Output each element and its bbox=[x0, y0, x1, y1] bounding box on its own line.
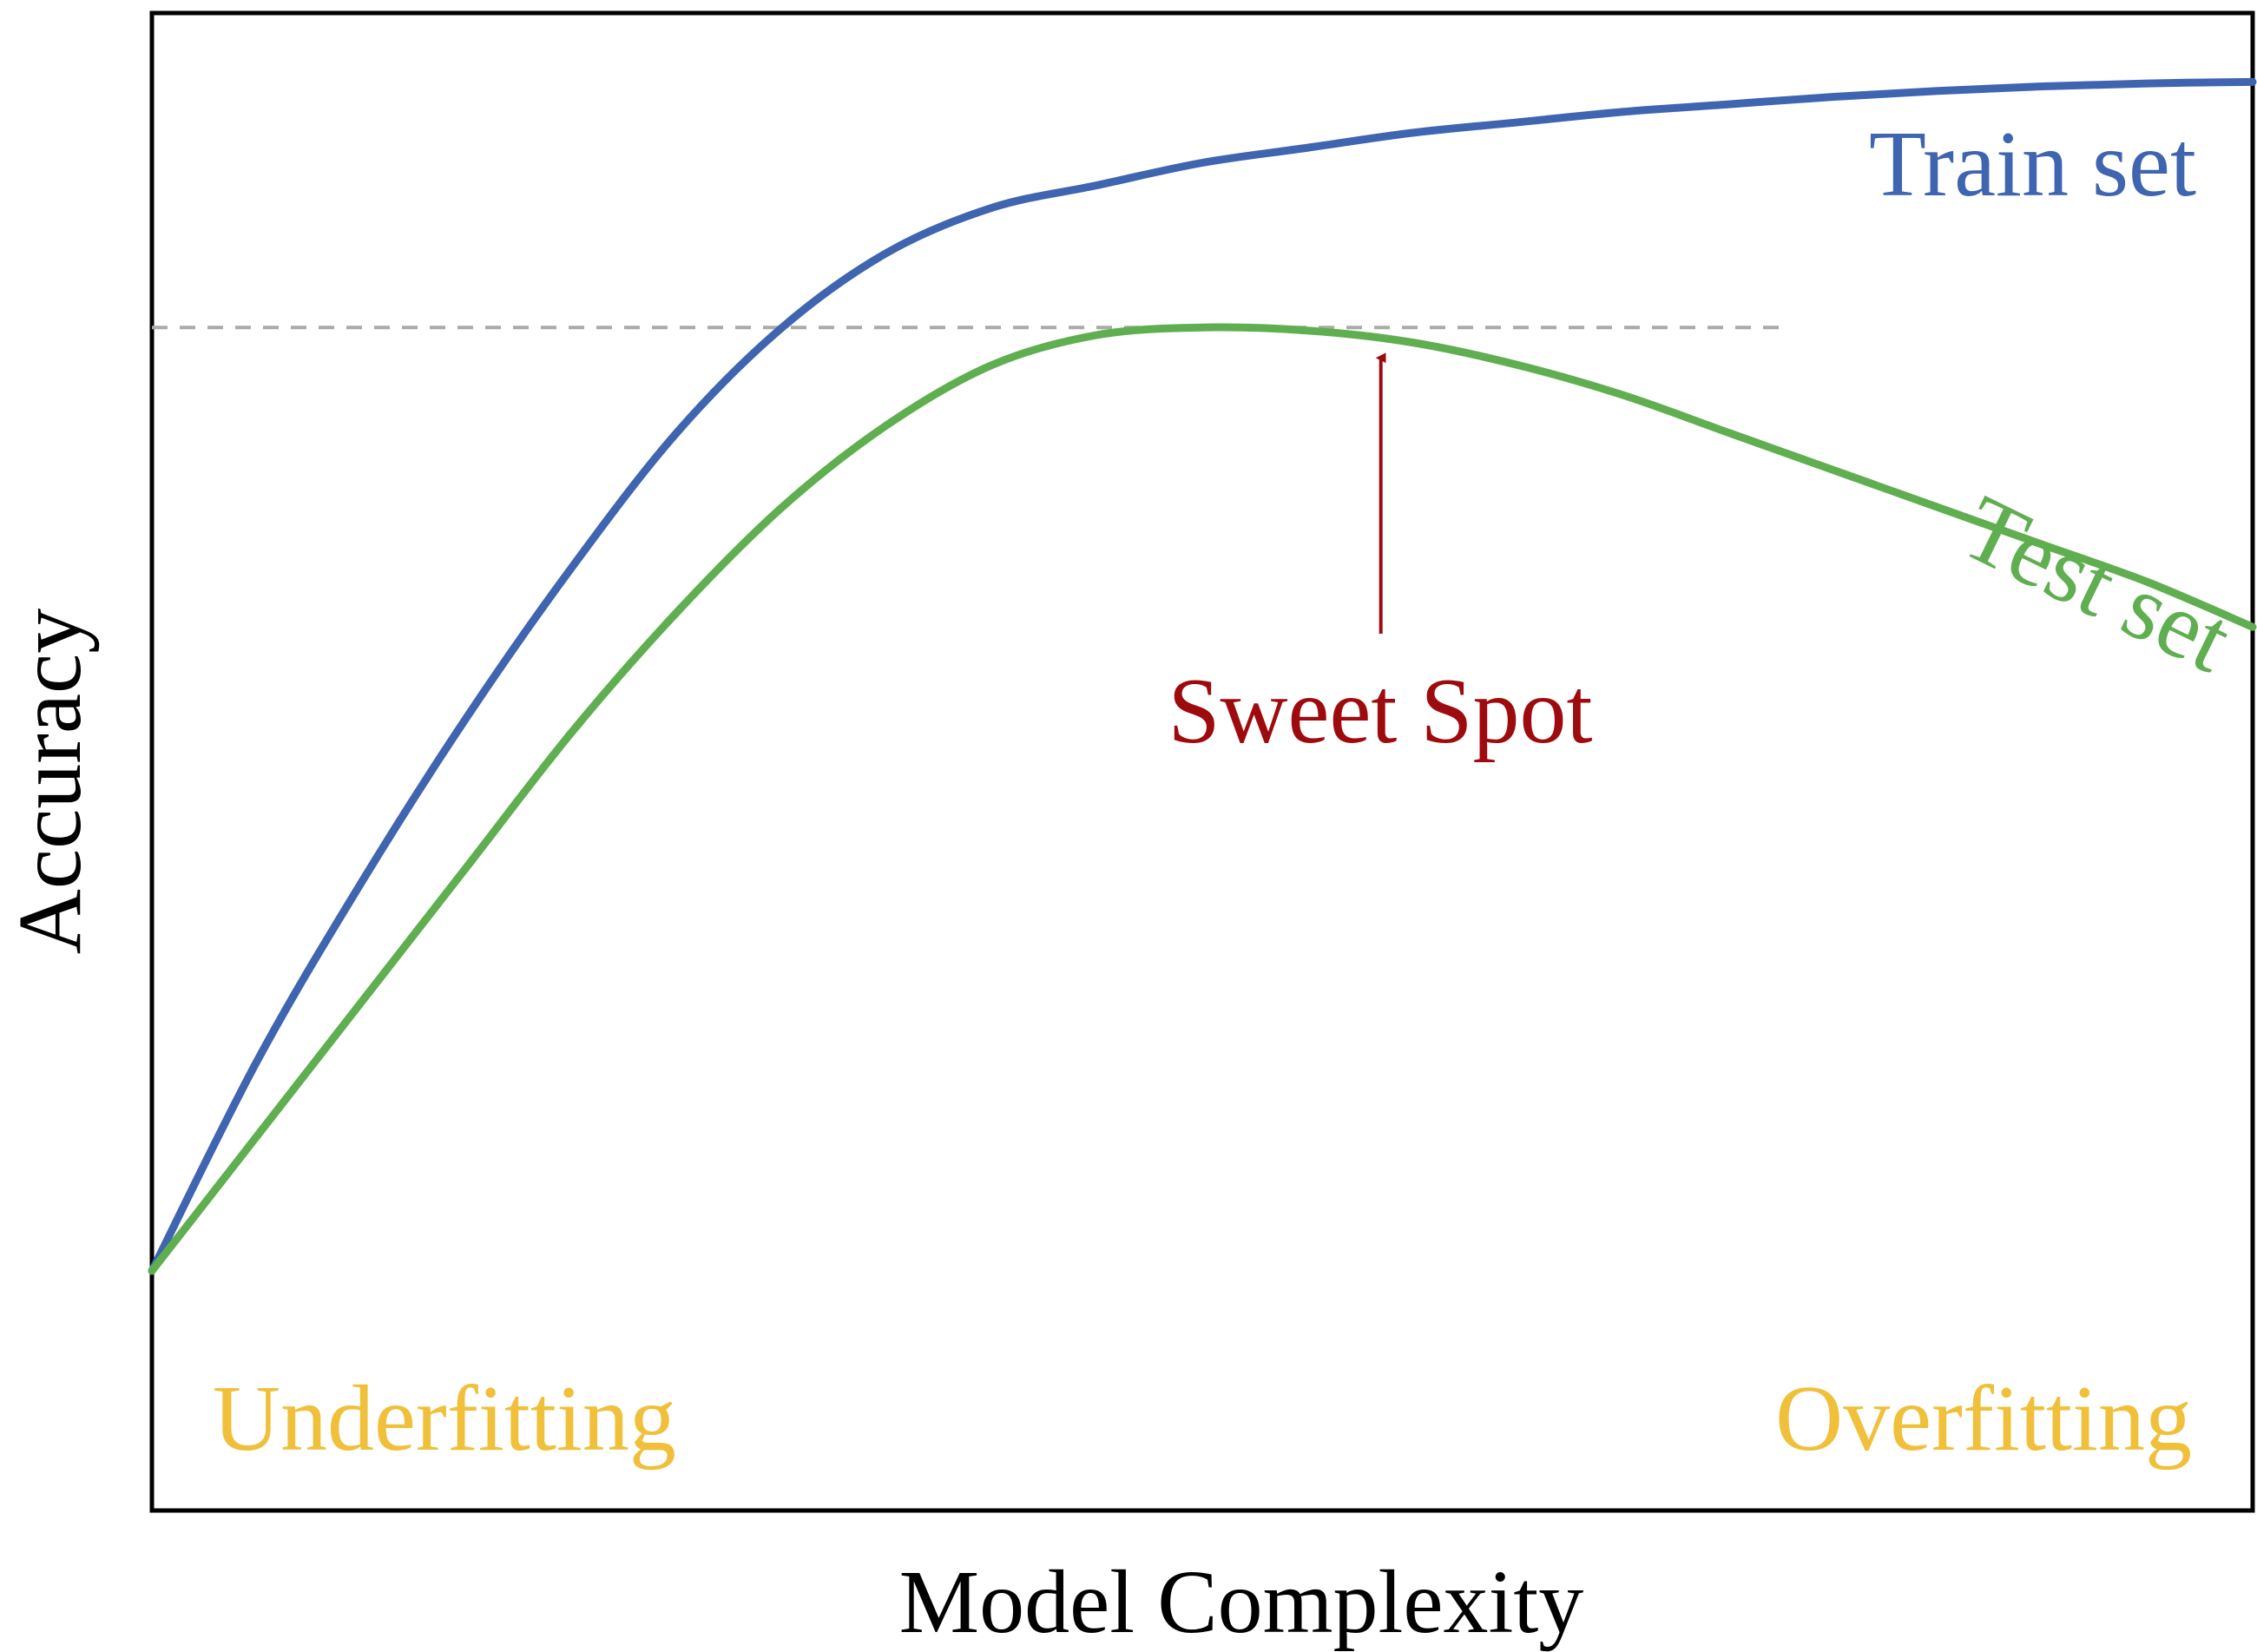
test-set-label: Test set bbox=[1947, 476, 2247, 693]
y-axis-label: Accuracy bbox=[0, 609, 100, 954]
plot-frame bbox=[149, 10, 2255, 1513]
overfitting-label: Overfitting bbox=[1775, 1367, 2192, 1471]
underfitting-label: Underfitting bbox=[213, 1367, 676, 1471]
sweet-spot-label: Sweet Spot bbox=[1168, 660, 1592, 763]
train-set-label: Train set bbox=[1869, 113, 2196, 216]
x-axis-label: Model Complexity bbox=[899, 1552, 1584, 1652]
train-series-line bbox=[148, 77, 2257, 1275]
test-series-line bbox=[148, 323, 2257, 1275]
